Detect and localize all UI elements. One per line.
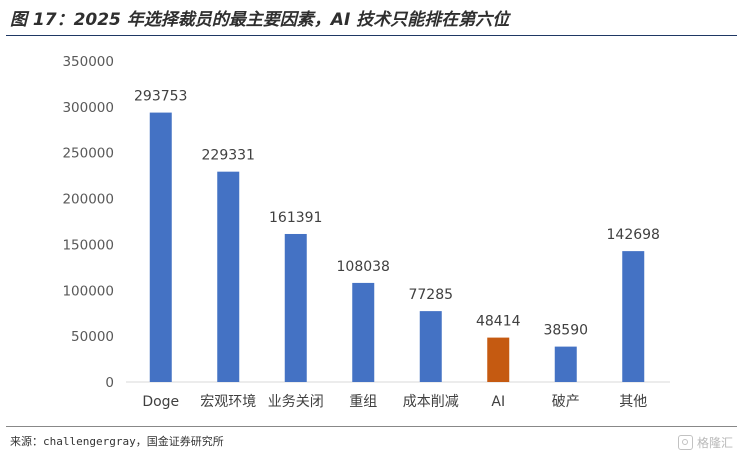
- y-tick-label: 100000: [62, 283, 114, 299]
- x-category-label: AI: [491, 394, 505, 410]
- y-tick-label: 0: [105, 375, 114, 391]
- source-note: 来源：challengergray，国金证券研究所: [10, 435, 224, 448]
- bar: [419, 311, 442, 382]
- bars: [149, 112, 645, 382]
- y-tick-label: 250000: [62, 146, 114, 162]
- y-axis-tick-labels: 0 50000 100000 150000 200000 250000 300000 3500…: [62, 54, 114, 391]
- bar: [622, 251, 645, 382]
- bar-value-label: 38590: [543, 323, 588, 339]
- gelonghui-logo-icon: [677, 435, 693, 450]
- title-divider: [6, 35, 737, 36]
- chart-title: 图 17：2025 年选择裁员的最主要因素，AI 技术只能排在第六位: [10, 10, 510, 30]
- y-tick-label: 200000: [62, 192, 114, 208]
- watermark-text: 格隆汇: [696, 436, 733, 450]
- bar: [149, 112, 172, 382]
- bar: [284, 233, 307, 382]
- y-tick-label: 350000: [62, 54, 114, 70]
- x-category-label: 破产: [552, 394, 580, 410]
- x-category-label: 业务关闭: [268, 394, 324, 410]
- watermark: 格隆汇: [677, 434, 733, 451]
- y-tick-label: 300000: [62, 100, 114, 116]
- bar-value-label: 229331: [202, 148, 255, 164]
- x-category-label: 重组: [349, 394, 377, 410]
- bar-value-label: 48414: [476, 314, 521, 330]
- x-category-label: 其他: [619, 394, 647, 410]
- bar-value-label: 142698: [607, 227, 660, 243]
- bar-value-label: 108038: [337, 259, 390, 275]
- bar-value-label: 293753: [134, 89, 187, 105]
- bar: [352, 282, 375, 382]
- x-axis-category-labels: Doge 宏观环境 业务关闭 重组 成本削减 AI 破产 其他: [142, 394, 647, 410]
- y-tick-label: 150000: [62, 237, 114, 253]
- y-tick-label: 50000: [71, 329, 114, 345]
- bar-chart: 0 50000 100000 150000 200000 250000 300000 3500…: [62, 54, 670, 410]
- x-category-label: 成本削减: [403, 394, 459, 410]
- bar-value-label: 161391: [269, 210, 322, 226]
- footer-divider: [6, 426, 737, 427]
- bar: [217, 171, 240, 382]
- bar-value-label: 77285: [408, 287, 453, 303]
- bar: [487, 337, 510, 382]
- x-category-label: 宏观环境: [200, 394, 256, 410]
- bar: [554, 346, 577, 382]
- x-category-label: Doge: [142, 394, 179, 410]
- bar-value-labels: 293753 229331 161391 108038 77285 48414 38590 1…: [134, 89, 660, 339]
